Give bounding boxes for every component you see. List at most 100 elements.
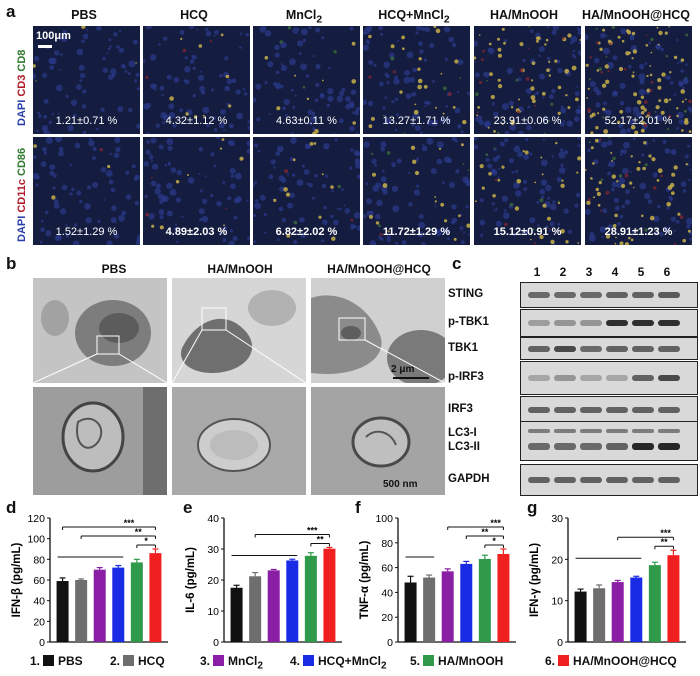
- percentage-label: 15.12±0.91 %: [493, 226, 562, 238]
- bar: [648, 565, 661, 642]
- bar: [230, 587, 243, 642]
- percentage-label: 23.91±0.06 %: [493, 115, 562, 127]
- blot-band: [580, 429, 602, 433]
- blot-strip: [520, 396, 698, 423]
- y-axis-label: TNF-α (pg/mL): [359, 541, 371, 620]
- tem-image-pbs-low: [33, 278, 167, 383]
- panel-a-title-hcq-mncl2: HCQ+MnCl2: [378, 8, 450, 26]
- significance-label: **: [481, 527, 489, 537]
- fluorescence-image-r1-c1: 1.21±0.71 %: [33, 26, 140, 134]
- panel-letter-a: a: [6, 2, 16, 21]
- blot-band: [658, 477, 680, 483]
- blot-band: [528, 292, 550, 298]
- fluorescence-image-r2-c3: 6.82±2.02 %: [253, 137, 360, 245]
- bar: [75, 580, 88, 642]
- y-tick-label: 10: [551, 596, 563, 608]
- blot-band: [606, 477, 628, 483]
- lane-number: 4: [611, 265, 619, 279]
- em-scale-label-top: 2 μm: [391, 364, 415, 375]
- bar: [93, 569, 106, 642]
- bar: [460, 563, 473, 642]
- blot-band: [554, 429, 576, 433]
- bar: [323, 548, 336, 642]
- percentage-label: 1.52±1.29 %: [55, 226, 118, 238]
- row-label-cd3-cd8: DAPI CD3 CD8: [16, 49, 28, 126]
- blot-band: [632, 406, 654, 413]
- blot-band: [580, 375, 602, 381]
- blot-band: [632, 443, 654, 450]
- blot-band: [580, 345, 602, 352]
- legend-swatch: [303, 655, 315, 666]
- lane-number: 1: [533, 265, 541, 279]
- bar: [423, 577, 436, 642]
- blot-band: [632, 375, 654, 381]
- blot-strip: [520, 309, 698, 337]
- blot-band: [580, 443, 602, 450]
- blot-band: [606, 406, 628, 413]
- y-tick-label: 120: [27, 513, 45, 525]
- percentage-label: 11.72±1.29 %: [382, 226, 451, 238]
- panel-a-title-ha-mnooh-hcq: HA/MnOOH@HCQ: [581, 8, 690, 22]
- panel-letter-d: d: [6, 498, 17, 517]
- percentage-label: 1.21±0.71 %: [55, 115, 118, 127]
- blot-band: [554, 375, 576, 381]
- significance-label: ***: [490, 518, 501, 528]
- y-tick-label: 20: [551, 554, 563, 566]
- em-scale-label-bottom: 500 nm: [383, 479, 418, 490]
- y-tick-label: 20: [207, 575, 219, 587]
- tem-image-ha-mnooh-hcq-low: 2 μm: [311, 278, 445, 383]
- legend-item: 2. HCQ: [110, 654, 165, 668]
- panel-letter-e: e: [183, 498, 193, 517]
- y-tick-label: 0: [213, 637, 219, 649]
- y-tick-label: 40: [33, 596, 45, 608]
- significance-label: *: [144, 536, 148, 546]
- fluorescence-image-r2-c5: 15.12±0.91 %: [474, 137, 581, 245]
- blot-band: [528, 406, 550, 413]
- fluorescence-image-r1-c4: 13.27±1.71 %: [363, 26, 470, 134]
- bar: [478, 558, 491, 642]
- legend-swatch: [558, 655, 570, 666]
- blot-band: [606, 345, 628, 352]
- em-title-ha-mnooh: HA/MnOOH: [207, 262, 273, 276]
- fluorescence-image-r2-c2: 4.89±2.03 %: [143, 137, 250, 245]
- y-tick-label: 0: [39, 637, 45, 649]
- y-axis-label: IFN-β (pg/mL): [11, 542, 23, 617]
- y-tick-label: 0: [557, 637, 563, 649]
- blot-band: [632, 477, 654, 483]
- blot-band: [580, 477, 602, 483]
- bar: [593, 588, 606, 642]
- percentage-label: 52.17±2.01 %: [604, 115, 673, 127]
- blot-band: [580, 406, 602, 413]
- em-scale-bar-top: [393, 377, 429, 379]
- blot-label: p-TBK1: [448, 316, 489, 328]
- legend-item: 1. PBS: [30, 654, 83, 668]
- lane-number: 5: [637, 265, 645, 279]
- significance-label: **: [317, 534, 325, 544]
- panel-a-title-ha-mnooh: HA/MnOOH: [489, 8, 559, 22]
- legend-swatch: [213, 655, 225, 666]
- blot-band: [658, 345, 680, 352]
- lane-number: 3: [585, 265, 593, 279]
- blot-label: p-IRF3: [448, 371, 484, 383]
- bar: [441, 571, 454, 642]
- y-tick-label: 100: [27, 534, 45, 546]
- blot-band: [632, 429, 654, 433]
- blot-band: [632, 345, 654, 352]
- y-tick-label: 10: [207, 606, 219, 618]
- blot-band: [632, 320, 654, 326]
- blot-band: [554, 345, 576, 352]
- percentage-label: 13.27±1.71 %: [382, 115, 451, 127]
- percentage-label: 4.32±1.12 %: [165, 115, 228, 127]
- y-tick-label: 100: [375, 513, 393, 525]
- significance-label: **: [661, 537, 669, 547]
- blot-band: [554, 292, 576, 298]
- blot-band: [606, 443, 628, 450]
- y-tick-label: 40: [381, 587, 393, 599]
- bar: [286, 560, 299, 642]
- blot-band: [658, 406, 680, 413]
- percentage-label: 4.63±0.11 %: [276, 115, 337, 127]
- blot-band: [606, 375, 628, 381]
- bar: [630, 577, 643, 642]
- blot-band: [528, 477, 550, 483]
